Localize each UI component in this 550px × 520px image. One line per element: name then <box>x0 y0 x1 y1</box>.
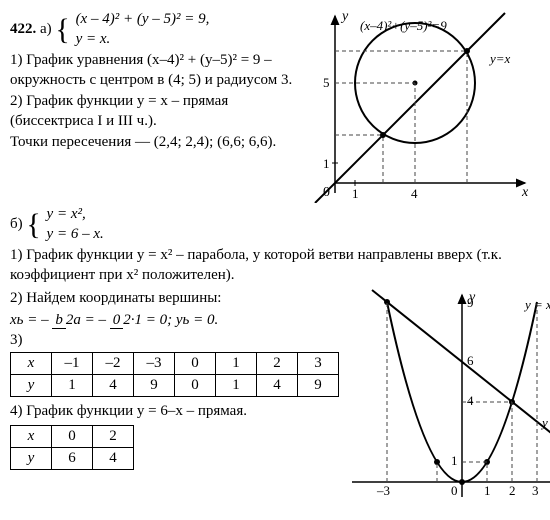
part-b-label: б) <box>10 216 23 232</box>
eq-a2: y = x. <box>76 31 111 47</box>
step-b2-label: 2) Найдем координаты вершины: <box>10 289 339 309</box>
svg-text:0: 0 <box>451 483 458 498</box>
svg-text:1: 1 <box>484 483 491 498</box>
svg-text:y: y <box>340 9 349 24</box>
svg-text:9: 9 <box>467 295 474 310</box>
eq-a1: (x – 4)² + (y – 5)² = 9, <box>76 11 210 27</box>
system-brace-icon: { <box>55 10 69 49</box>
table-parabola: x–1–2–30123y1490149 <box>10 352 339 397</box>
svg-text:6: 6 <box>467 353 474 368</box>
svg-text:(x–4)²+(y–5)²=9: (x–4)²+(y–5)²=9 <box>360 18 447 33</box>
vertex-formula: xь = – b2a = – 02·1 = 0; yь = 0. <box>10 311 339 331</box>
svg-text:2: 2 <box>509 483 516 498</box>
step-b1: 1) График функции y = x² – парабола, у к… <box>10 246 540 285</box>
problem-number: 422. <box>10 21 36 37</box>
step-a2: 2) График функции y = x – прямая (биссек… <box>10 92 302 131</box>
eq-b2: y = 6 – x. <box>47 226 104 242</box>
svg-text:4: 4 <box>411 186 418 201</box>
step-a1: 1) График уравнения (x–4)² + (y–5)² = 9 … <box>10 51 302 90</box>
step-a3: Точки пересечения — (2,4; 2,4); (6,6; 6,… <box>10 133 302 153</box>
graph-circle-line: y x 0 1 4 1 5 (x–4)²+(y–5)²=9 y=x <box>310 8 540 203</box>
svg-text:y = 6 – x: y = 6 – x <box>540 415 550 430</box>
svg-text:4: 4 <box>467 393 474 408</box>
system-brace-icon: { <box>26 205 40 244</box>
svg-text:y = x²: y = x² <box>523 297 550 312</box>
step-b3-label: 3) <box>10 332 23 349</box>
svg-text:1: 1 <box>352 186 359 201</box>
svg-text:5: 5 <box>323 75 330 90</box>
svg-text:–3: –3 <box>376 483 390 498</box>
step-b4: 4) График функции y = 6–x – прямая. <box>10 402 339 422</box>
graph-parabola-line: y x –3 0 1 2 3 1 <box>347 287 550 502</box>
svg-text:x: x <box>521 185 529 200</box>
svg-text:3: 3 <box>532 483 539 498</box>
part-a-label: а) <box>40 21 52 37</box>
svg-text:1: 1 <box>451 453 458 468</box>
svg-text:1: 1 <box>323 156 330 171</box>
table-line: x02y64 <box>10 425 134 470</box>
eq-b1: y = x², <box>47 206 86 222</box>
svg-text:y=x: y=x <box>488 51 511 66</box>
